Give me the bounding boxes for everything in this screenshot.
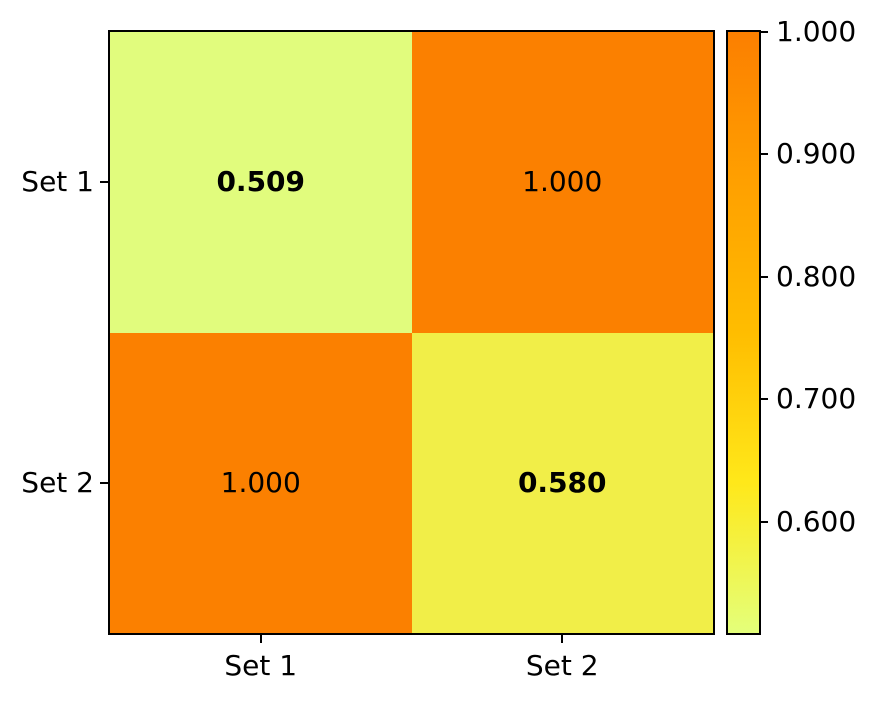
colorbar-tick-label: 0.900 (776, 137, 857, 171)
y-tick (100, 181, 108, 184)
heatmap-cell-value: 0.580 (517, 465, 607, 499)
y-tick (100, 481, 108, 484)
heatmap: 0.509 1.000 1.000 0.580 (108, 30, 715, 635)
heatmap-cell-value: 0.509 (216, 165, 306, 199)
colorbar-tick-label: 0.600 (776, 504, 857, 538)
colorbar-tick-label: 1.000 (776, 15, 857, 48)
heatmap-cell: 1.000 (110, 332, 412, 633)
y-tick-label: Set 1 (21, 165, 94, 199)
colorbar-tick (761, 153, 768, 156)
colorbar-tick (761, 31, 768, 33)
colorbar-tick-label: 0.700 (776, 382, 857, 416)
y-tick-label: Set 2 (21, 465, 94, 499)
x-tick (561, 635, 564, 643)
colorbar-tick-label: 0.800 (776, 259, 857, 293)
colorbar (726, 30, 761, 635)
heatmap-cell: 0.580 (411, 332, 713, 633)
x-tick-label: Set 2 (525, 649, 599, 682)
heatmap-cell-value: 1.000 (522, 165, 603, 199)
x-tick (259, 635, 262, 643)
x-tick-label: Set 1 (224, 649, 298, 682)
colorbar-tick (761, 398, 768, 401)
heatmap-cell-value: 1.000 (220, 465, 301, 499)
colorbar-tick (761, 275, 768, 278)
heatmap-cell: 0.509 (110, 32, 412, 333)
colorbar-tick (761, 520, 768, 523)
heatmap-cell: 1.000 (411, 32, 713, 333)
